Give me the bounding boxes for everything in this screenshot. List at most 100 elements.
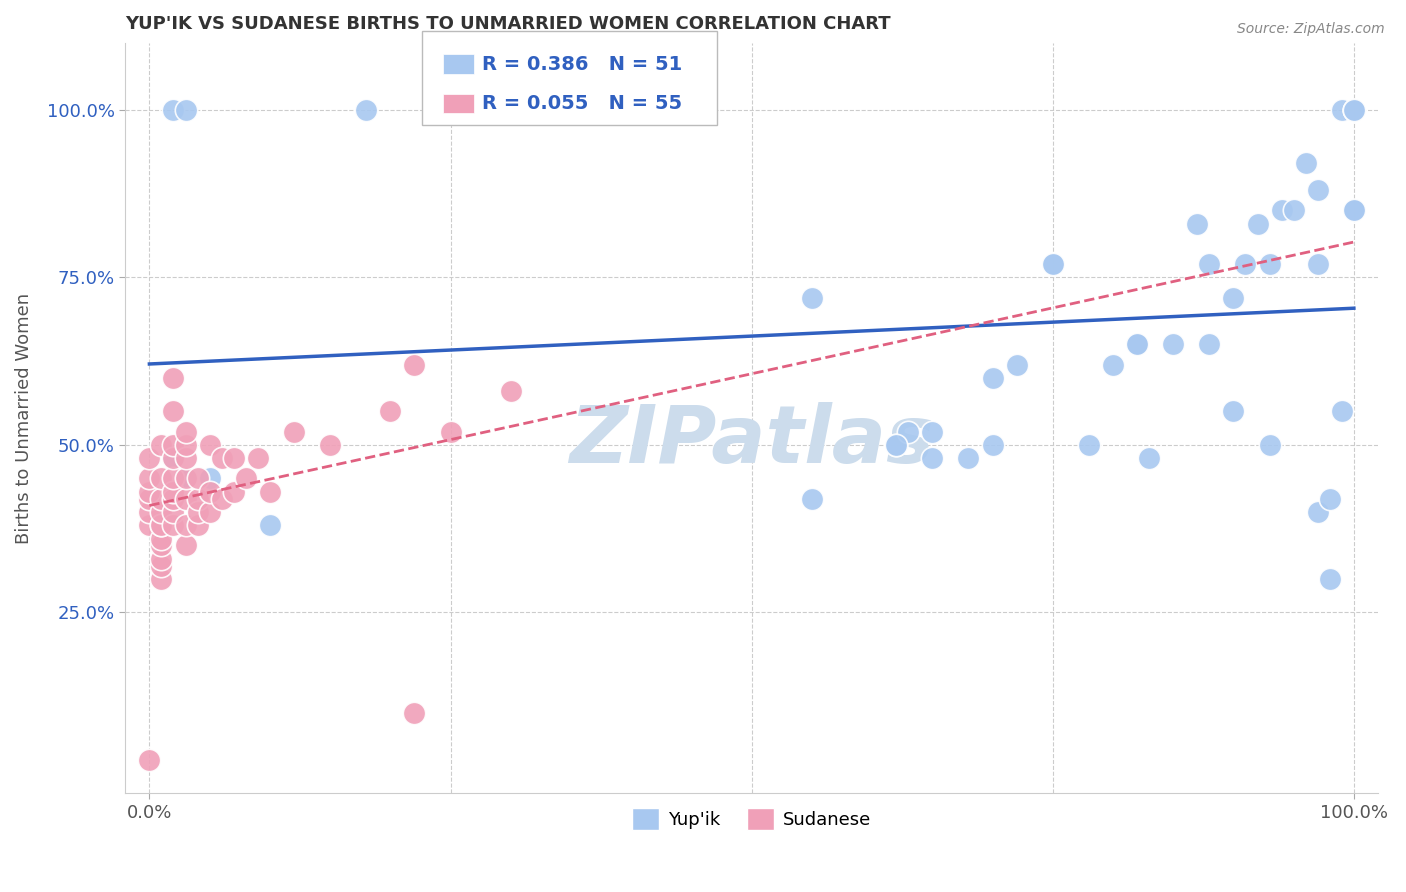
Point [800,291,823,305]
Point [800,491,823,506]
Point [957,451,980,466]
Point [1306,183,1329,197]
Text: YUP'IK VS SUDANESE BIRTHS TO UNMARRIED WOMEN CORRELATION CHART: YUP'IK VS SUDANESE BIRTHS TO UNMARRIED W… [125,15,891,33]
Point [187,505,209,519]
Point [198,471,221,485]
Point [1161,337,1184,351]
Point [162,451,184,466]
Point [1343,103,1365,117]
Point [884,438,907,452]
Point [1343,103,1365,117]
Point [1187,217,1209,231]
Point [1319,491,1341,506]
Point [499,384,522,399]
Point [222,484,245,499]
Point [198,438,221,452]
Text: Source: ZipAtlas.com: Source: ZipAtlas.com [1237,22,1385,37]
Point [404,706,426,720]
Point [921,425,943,439]
Point [222,451,245,466]
Point [162,491,184,506]
Point [1077,438,1099,452]
Point [174,103,197,117]
Point [150,505,173,519]
Point [1222,404,1244,418]
Point [162,103,184,117]
Text: ZIPatlas: ZIPatlas [569,401,934,480]
Point [150,572,173,586]
Point [162,451,184,466]
Point [150,518,173,533]
Point [198,505,221,519]
Point [198,484,221,499]
Point [921,451,943,466]
Point [162,438,184,452]
Point [897,425,920,439]
Point [404,358,426,372]
Point [174,518,197,533]
Point [1234,257,1257,271]
Point [150,491,173,506]
Point [150,551,173,566]
Point [246,451,269,466]
Point [162,371,184,385]
Point [138,491,160,506]
Legend: Yup'ik, Sudanese: Yup'ik, Sudanese [624,800,879,837]
Point [1126,337,1149,351]
Text: R = 0.386   N = 51: R = 0.386 N = 51 [482,54,682,74]
Point [138,753,160,767]
Point [981,438,1004,452]
Point [162,471,184,485]
Point [1137,451,1160,466]
Point [162,404,184,418]
Point [150,518,173,533]
Point [1198,257,1220,271]
Point [174,425,197,439]
Text: R = 0.055   N = 55: R = 0.055 N = 55 [482,94,682,113]
Point [1306,257,1329,271]
Point [380,404,402,418]
Point [187,471,209,485]
Point [1319,572,1341,586]
Point [187,518,209,533]
Point [150,471,173,485]
Point [211,491,233,506]
Point [174,451,197,466]
Point [1005,358,1028,372]
Point [211,451,233,466]
Point [439,425,461,439]
Point [259,518,281,533]
Point [162,484,184,499]
Point [1295,156,1317,170]
Point [259,484,281,499]
Point [138,518,160,533]
Point [174,538,197,552]
Point [1343,203,1365,218]
Point [1306,505,1329,519]
Point [1042,257,1064,271]
Point [1343,203,1365,218]
Point [1126,337,1149,351]
Point [235,471,257,485]
Point [981,371,1004,385]
Point [174,471,197,485]
Point [1246,217,1268,231]
Point [475,103,498,117]
Point [150,558,173,573]
Point [1343,103,1365,117]
Point [162,505,184,519]
Point [162,518,184,533]
Point [174,491,197,506]
Point [1102,358,1125,372]
Point [884,438,907,452]
Point [1330,103,1353,117]
Point [354,103,377,117]
Point [138,505,160,519]
Point [1282,203,1305,218]
Point [1258,438,1281,452]
Point [174,438,197,452]
Y-axis label: Births to Unmarried Women: Births to Unmarried Women [15,293,32,544]
Point [150,438,173,452]
Point [319,438,342,452]
Point [187,491,209,506]
